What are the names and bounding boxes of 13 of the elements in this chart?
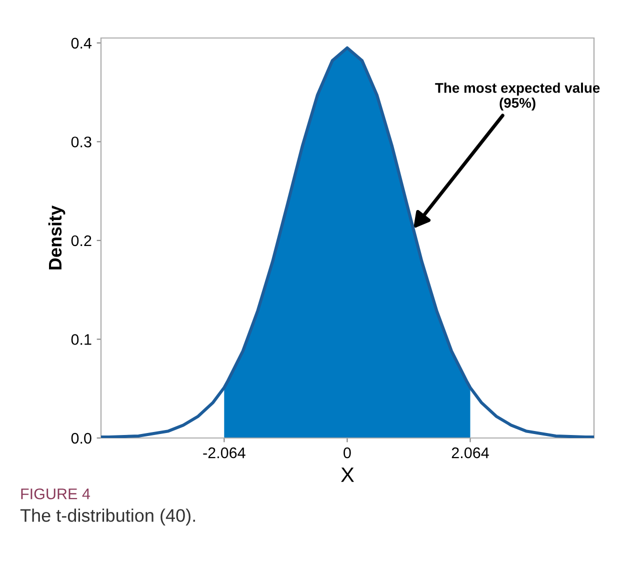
x-tick-label: 2.064 <box>452 447 489 458</box>
y-tick-label: 0.2 <box>71 235 92 246</box>
text: The t-distribution (40). <box>20 508 195 526</box>
y-tick-label: 0.3 <box>71 136 92 148</box>
y-tick-label: 0.1 <box>71 334 92 345</box>
x-tick-label: -2.064 <box>203 447 246 458</box>
y-tick-label: 0.0 <box>71 432 92 444</box>
x-axis-title: X <box>341 468 354 482</box>
caption: FIGURE 4 <box>21 488 90 500</box>
x-tick-label: 0 <box>344 447 351 458</box>
annotation: The most expected value (95%) <box>435 82 600 111</box>
y-axis-title: Density <box>48 205 66 270</box>
y-tick-label: 0.4 <box>71 38 92 49</box>
